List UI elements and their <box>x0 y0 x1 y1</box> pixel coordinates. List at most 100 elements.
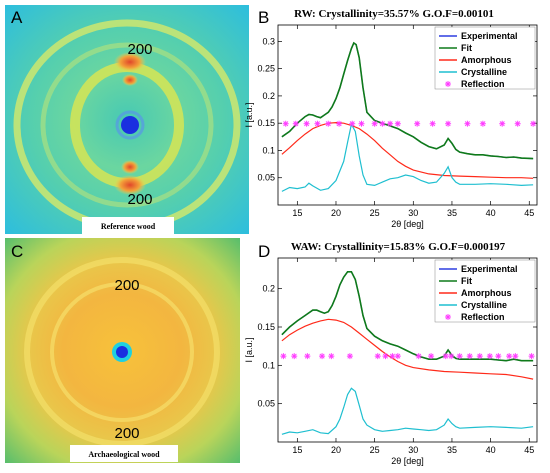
caption-box-a <box>82 217 174 234</box>
plot-area-d: 15 20 25 30 35 40 45 0.05 0.1 0.15 0.2 2θ [deg] I [a… <box>244 257 538 466</box>
fit-line-d <box>281 270 534 362</box>
diffraction-ring-inner-c <box>50 282 194 422</box>
legend-item-reflection-b: Reflection <box>445 79 505 89</box>
legend-item-amorphous-d: Amorphous <box>439 288 512 298</box>
x-axis-label-d: 2θ [deg] <box>391 456 424 466</box>
legend-label-b: Fit <box>461 43 472 53</box>
diffraction-ring-outer-c <box>24 257 220 447</box>
reflection-marker-d <box>319 353 326 360</box>
panel-letter-d: D <box>258 242 270 261</box>
x-tick-label-d: 45 <box>524 445 534 455</box>
reflection-marker-d <box>382 353 389 360</box>
reflection-marker-d <box>328 353 335 360</box>
y-tick-label-b: 0.3 <box>262 36 275 46</box>
chart-d: D WAW: Crystallinity=15.83% G.O.F=0.0001… <box>244 241 538 466</box>
caption-c: Archaeological wood <box>88 450 160 459</box>
panel-c: C 200 200 Archaeological wood <box>5 238 240 463</box>
series-group-b <box>281 41 537 192</box>
peak-label-top-c: 200 <box>114 277 139 294</box>
x-tick-label-b: 40 <box>486 208 496 218</box>
reflection-marker-b <box>314 120 321 127</box>
legend-label-d: Fit <box>461 276 472 286</box>
legend-label-b: Crystalline <box>461 67 507 77</box>
y-tick-label-d: 0.05 <box>257 399 275 409</box>
y-tick-label-b: 0.15 <box>257 118 275 128</box>
reflection-marker-b <box>499 120 506 127</box>
reflection-marker-b <box>349 120 356 127</box>
legend-label-d: Crystalline <box>461 300 507 310</box>
reflection-marker-b <box>325 120 332 127</box>
reflection-marker-b <box>464 120 471 127</box>
peak-spot-top-a <box>114 52 146 72</box>
reflection-marker-d <box>428 353 435 360</box>
reflection-marker-d <box>304 353 311 360</box>
crystalline-line-d <box>281 387 534 435</box>
reflection-marker-d <box>346 353 353 360</box>
beam-stop-c <box>116 346 128 358</box>
legend-label-d: Amorphous <box>461 288 512 298</box>
legend-item-experimental-d: Experimental <box>439 264 518 274</box>
x-tick-label-b: 25 <box>370 208 380 218</box>
legend-item-crystalline-d: Crystalline <box>439 300 507 310</box>
reflection-marker-b <box>303 120 310 127</box>
panel-a: A 200 200 Reference wood <box>5 5 249 234</box>
peak-label-top-a: 200 <box>127 41 152 58</box>
x-tick-label-d: 40 <box>486 445 496 455</box>
reflection-marker-b <box>530 120 537 127</box>
legend-label-d: Reflection <box>461 312 505 322</box>
y-tick-label-d: 0.2 <box>262 284 275 294</box>
amorphous-line-b <box>281 121 534 179</box>
legend-item-fit-d: Fit <box>439 276 472 286</box>
reflection-marker-b <box>371 120 378 127</box>
legend-item-amorphous-b: Amorphous <box>439 55 512 65</box>
amorphous-line-d <box>281 318 534 380</box>
reflection-marker-d <box>389 353 396 360</box>
chart-title-b: RW: Crystallinity=35.57% G.O.F=0.00101 <box>294 8 494 20</box>
y-tick-label-b: 0.2 <box>262 91 275 101</box>
y-axis-label-b: I [a.u.] <box>244 102 254 127</box>
legend-label-b: Amorphous <box>461 55 512 65</box>
y-tick-label-d: 0.1 <box>262 360 275 370</box>
panel-letter-c: C <box>11 242 23 261</box>
legend-item-experimental-b: Experimental <box>439 31 518 41</box>
beam-stop-a <box>121 116 139 134</box>
chart-b: B RW: Crystallinity=35.57% G.O.F=0.00101… <box>244 8 538 229</box>
reflection-marker-d <box>448 353 455 360</box>
y-tick-label-d: 0.15 <box>257 322 275 332</box>
reflection-marker-d <box>394 353 401 360</box>
caption-box-c <box>70 445 178 462</box>
peak-label-bottom-c: 200 <box>114 425 139 442</box>
reflection-marker-b <box>445 120 452 127</box>
reflection-marker-b <box>387 120 394 127</box>
reflection-marker-d <box>442 353 449 360</box>
reflection-marker-b <box>292 120 299 127</box>
beam-stop-halo-a <box>115 110 145 140</box>
reflection-marker-d <box>528 353 535 360</box>
x-tick-label-d: 25 <box>370 445 380 455</box>
panel-letter-b: B <box>258 8 269 27</box>
peak-label-bottom-a: 200 <box>127 191 152 208</box>
fit-line-b <box>281 41 534 160</box>
reflection-marker-b <box>429 120 436 127</box>
reflection-marker-b <box>282 120 289 127</box>
reflection-marker-d <box>456 353 463 360</box>
reflection-marker-b <box>379 120 386 127</box>
peak-spot-top2-a <box>122 74 138 86</box>
legend-label-b: Reflection <box>461 79 505 89</box>
diffraction-ring-inner-a <box>40 42 214 208</box>
legend-label-d: Experimental <box>461 264 518 274</box>
reflection-marker-d <box>506 353 513 360</box>
x-axis-label-b: 2θ [deg] <box>391 219 424 229</box>
plot-area-b: 15 20 25 30 35 40 45 0.05 0.1 0.15 0.2 0.25 0.3 2θ [d… <box>244 24 538 229</box>
reflection-marker-b <box>414 120 421 127</box>
chart-title-d: WAW: Crystallinity=15.83% G.O.F=0.000197 <box>291 241 506 253</box>
reflection-marker-d <box>512 353 519 360</box>
legend-item-reflection-d: Reflection <box>445 312 505 322</box>
reflection-marker-d <box>374 353 381 360</box>
reflection-marker-b <box>514 120 521 127</box>
reflection-marker-d <box>486 353 493 360</box>
y-tick-label-b: 0.25 <box>257 64 275 74</box>
legend-box-b <box>434 26 536 90</box>
reflection-marker-d <box>466 353 473 360</box>
